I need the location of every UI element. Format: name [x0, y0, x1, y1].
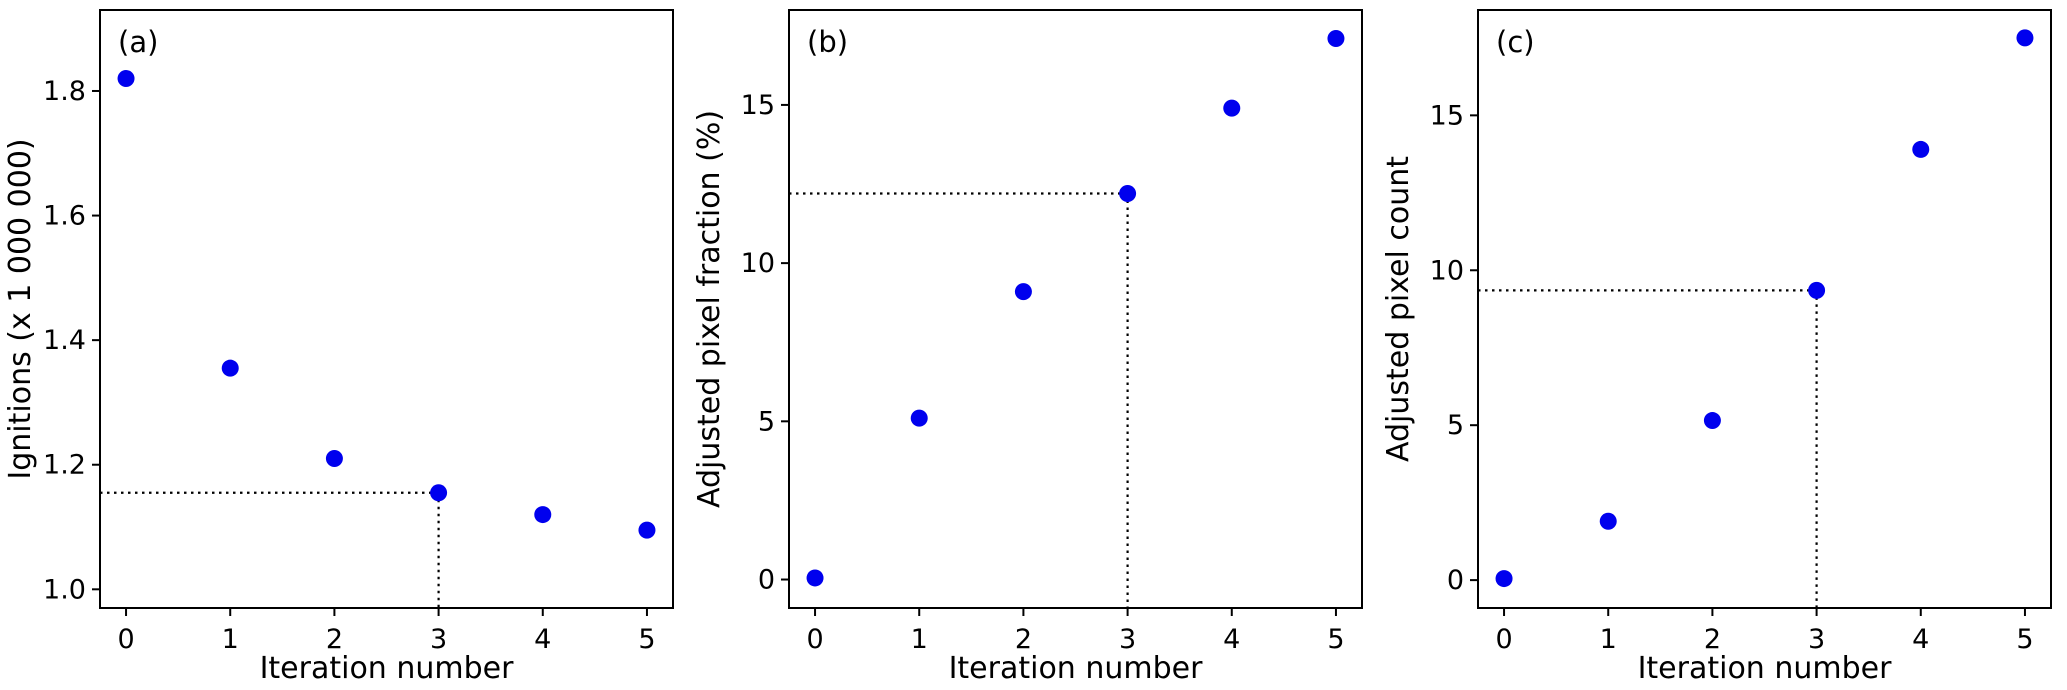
- x-tick-label: 2: [326, 624, 343, 655]
- scatter-point: [638, 521, 656, 539]
- chart-panel-a: 0 1 2 3 4 5 1.0 1.2 1.4 1.6 1.8 Iteration number Ign…: [3, 9, 674, 686]
- y-tick-label: 1.0: [43, 574, 86, 605]
- scatter-point: [1599, 512, 1617, 530]
- x-tick-label: 2: [1704, 624, 1721, 655]
- panel-letter-label: (b): [807, 25, 848, 59]
- y-tick-label: 1.4: [43, 325, 86, 356]
- x-tick-label: 3: [1808, 624, 1825, 655]
- panel-letter-label: (a): [118, 25, 158, 59]
- y-tick-label: 0: [1447, 565, 1464, 596]
- scatter-point: [325, 450, 343, 467]
- x-tick-label: 1: [911, 624, 928, 655]
- scatter-point: [1223, 99, 1241, 117]
- scatter-point: [2016, 29, 2034, 47]
- x-axis-label: Iteration number: [260, 651, 515, 686]
- y-axis-label: Ignitions (x 1 000 000): [3, 138, 38, 479]
- chart-panel-c: 0 1 2 3 4 5 0 5 10 15 Iteration number Adjusted pix…: [1381, 9, 2052, 686]
- y-tick-label: 1.6: [43, 201, 86, 232]
- x-tick-label: 1: [222, 624, 239, 655]
- x-tick-label: 4: [1223, 624, 1240, 655]
- scatter-point: [1808, 281, 1826, 299]
- x-tick-label: 2: [1015, 624, 1032, 655]
- x-tick-label: 3: [1119, 624, 1136, 655]
- x-tick-label: 3: [430, 624, 447, 655]
- scatter-point: [430, 484, 448, 502]
- y-tick-label: 1.8: [43, 76, 86, 107]
- y-tick-label: 15: [1430, 100, 1464, 131]
- x-tick-label: 4: [1912, 624, 1929, 655]
- scatter-point: [1119, 185, 1137, 203]
- x-tick-label: 1: [1600, 624, 1617, 655]
- x-tick-label: 5: [638, 624, 655, 655]
- x-axis-label: Iteration number: [1638, 651, 1893, 686]
- x-tick-label: 0: [806, 624, 823, 655]
- scatter-point: [1495, 570, 1513, 588]
- chart-panel-b: 0 1 2 3 4 5 0 5 10 15 Iteration number Adjusted pix…: [692, 9, 1363, 686]
- x-tick-label: 4: [534, 624, 551, 655]
- y-tick-label: 0: [758, 565, 775, 596]
- axes-spines: [99, 9, 674, 609]
- scatter-point: [806, 569, 824, 587]
- axes-spines: [1477, 9, 2052, 609]
- y-tick-label: 5: [1447, 410, 1464, 441]
- y-tick-label: 10: [1430, 255, 1464, 286]
- scatter-point: [1703, 412, 1721, 430]
- x-tick-label: 5: [2016, 624, 2033, 655]
- y-axis-label: Adjusted pixel count: [1381, 156, 1416, 462]
- x-tick-label: 5: [1327, 624, 1344, 655]
- x-tick-label: 0: [117, 624, 134, 655]
- scatter-point: [221, 359, 239, 377]
- y-tick-label: 5: [758, 406, 775, 437]
- scatter-point: [910, 409, 928, 427]
- scatter-point: [117, 70, 135, 88]
- axes-spines: [788, 9, 1363, 609]
- y-tick-label: 1.2: [43, 450, 86, 481]
- scatter-point: [1014, 283, 1032, 301]
- y-tick-label: 10: [741, 248, 775, 279]
- x-axis-label: Iteration number: [949, 651, 1204, 686]
- scatter-point: [1912, 140, 1930, 158]
- y-tick-label: 15: [741, 90, 775, 121]
- x-tick-label: 0: [1495, 624, 1512, 655]
- scatter-point: [534, 506, 552, 524]
- scatter-point: [1327, 29, 1345, 47]
- y-axis-label: Adjusted pixel fraction (%): [692, 110, 727, 508]
- panel-letter-label: (c): [1496, 25, 1535, 59]
